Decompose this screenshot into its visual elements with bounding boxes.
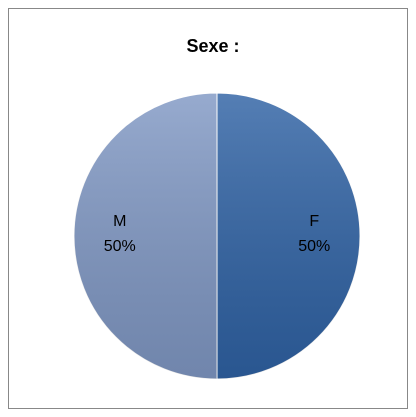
slice-percent: 50% (104, 238, 136, 255)
chart-title: Sexe : (186, 36, 239, 56)
slice-percent: 50% (298, 238, 330, 255)
slice-category: F (309, 213, 319, 230)
slice-category: M (113, 213, 126, 230)
